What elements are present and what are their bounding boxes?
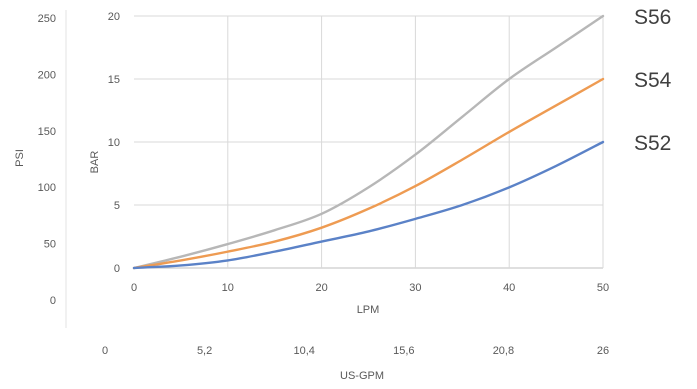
bar-tick-label: 15: [108, 74, 120, 86]
series-labels: S56 S54 S52: [634, 6, 672, 155]
psi-tick-label: 0: [50, 295, 56, 307]
lpm-tick-label: 20: [315, 282, 327, 294]
bar-axis-ticks: 0 5 10 15 20: [108, 11, 120, 275]
lpm-tick-label: 50: [597, 282, 609, 294]
series-line-s56: [132, 14, 605, 270]
us-gpm-tick-label: 15,6: [393, 345, 414, 357]
lpm-axis-ticks: 0 10 20 30 40 50: [131, 282, 609, 294]
us-gpm-tick-label: 26: [597, 345, 609, 357]
bar-tick-label: 20: [108, 11, 120, 23]
x2-axis-title: US-GPM: [340, 370, 384, 382]
bar-tick-label: 10: [108, 137, 120, 149]
us-gpm-tick-label: 20,8: [493, 345, 514, 357]
bar-tick-label: 5: [114, 200, 120, 212]
psi-tick-label: 200: [38, 69, 56, 81]
y-axis-title: BAR: [89, 151, 101, 174]
series-line-s54: [132, 77, 605, 270]
us-gpm-axis-ticks: 0 5,2 10,4 15,6 20,8 26: [102, 345, 609, 357]
lpm-tick-label: 30: [409, 282, 421, 294]
us-gpm-tick-label: 0: [102, 345, 108, 357]
series-lines: [132, 14, 605, 270]
lpm-tick-label: 10: [222, 282, 234, 294]
psi-tick-label: 250: [38, 13, 56, 25]
lpm-tick-label: 40: [503, 282, 515, 294]
psi-tick-label: 100: [38, 182, 56, 194]
bar-tick-label: 0: [114, 263, 120, 275]
psi-axis-ticks: 0 50 100 150 200 250: [38, 13, 56, 307]
lpm-tick-label: 0: [131, 282, 137, 294]
chart-grid: [134, 15, 604, 269]
series-line-s52: [132, 140, 605, 270]
us-gpm-tick-label: 10,4: [293, 345, 314, 357]
x-axis-title: LPM: [357, 304, 380, 316]
us-gpm-tick-label: 5,2: [197, 345, 212, 357]
series-label-s54: S54: [634, 69, 672, 92]
series-label-s56: S56: [634, 6, 671, 29]
psi-tick-label: 150: [38, 126, 56, 138]
psi-tick-label: 50: [44, 239, 56, 251]
y2-axis-title: PSI: [14, 149, 26, 167]
series-label-s52: S52: [634, 132, 671, 155]
